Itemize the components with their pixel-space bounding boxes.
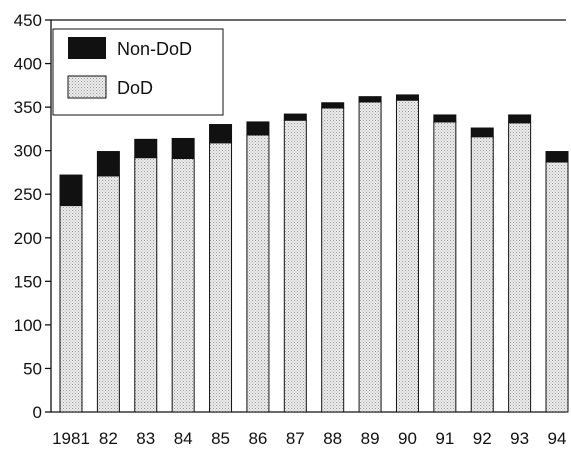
bar-dod xyxy=(60,206,82,412)
bar-dod xyxy=(247,135,269,412)
bar-dod xyxy=(359,102,381,412)
bar-non-dod xyxy=(322,103,344,108)
x-tick-label: 89 xyxy=(361,429,380,448)
bar-dod xyxy=(284,120,306,412)
bar-non-dod xyxy=(471,128,493,137)
x-tick-label: 84 xyxy=(174,429,193,448)
bar-non-dod xyxy=(60,175,82,205)
y-tick-label: 0 xyxy=(33,403,42,422)
y-tick-label: 50 xyxy=(23,359,42,378)
y-tick-label: 250 xyxy=(14,185,42,204)
x-tick-label: 92 xyxy=(473,429,492,448)
x-tick-label: 82 xyxy=(99,429,118,448)
bar-non-dod xyxy=(135,139,157,157)
bar-non-dod xyxy=(247,122,269,135)
bar-non-dod xyxy=(284,114,306,120)
x-tick-label: 1981 xyxy=(52,429,90,448)
bar-dod xyxy=(546,162,568,412)
bar-non-dod xyxy=(509,115,531,123)
bar-dod xyxy=(172,159,194,412)
bar-non-dod xyxy=(210,125,232,143)
y-tick-label: 100 xyxy=(14,316,42,335)
x-tick-label: 93 xyxy=(510,429,529,448)
x-tick-label: 86 xyxy=(248,429,267,448)
x-tick-label: 91 xyxy=(435,429,454,448)
bar-non-dod xyxy=(434,115,456,122)
bar-non-dod xyxy=(359,97,381,102)
bars xyxy=(60,95,568,412)
bar-dod xyxy=(471,137,493,412)
x-tick-label: 94 xyxy=(548,429,567,448)
legend: Non-DoD DoD xyxy=(53,29,223,115)
x-tick-label: 83 xyxy=(136,429,155,448)
y-tick-label: 350 xyxy=(14,98,42,117)
bar-dod xyxy=(135,158,157,412)
bar-non-dod xyxy=(172,138,194,158)
y-tick-label: 150 xyxy=(14,272,42,291)
legend-swatch-non-dod xyxy=(68,37,106,59)
y-tick-label: 200 xyxy=(14,229,42,248)
bar-dod xyxy=(210,143,232,412)
legend-swatch-dod xyxy=(68,76,106,98)
legend-label-non-dod: Non-DoD xyxy=(117,39,192,59)
bar-dod xyxy=(434,122,456,412)
bar-dod xyxy=(509,123,531,412)
bar-dod xyxy=(322,108,344,412)
bar-non-dod xyxy=(546,152,568,162)
legend-label-dod: DoD xyxy=(117,78,153,98)
x-axis-labels: 1981 82 83 84 85 86 87 88 89 90 91 92 93 94 xyxy=(52,429,566,448)
y-tick-label: 450 xyxy=(14,11,42,30)
bar-non-dod xyxy=(396,95,418,100)
bar-non-dod xyxy=(97,152,119,176)
y-tick-label: 400 xyxy=(14,55,42,74)
y-tick-label: 300 xyxy=(14,142,42,161)
x-tick-label: 90 xyxy=(398,429,417,448)
x-tick-label: 87 xyxy=(286,429,305,448)
x-tick-label: 88 xyxy=(323,429,342,448)
bar-dod xyxy=(97,176,119,412)
x-tick-label: 85 xyxy=(211,429,230,448)
bar-dod xyxy=(396,100,418,412)
